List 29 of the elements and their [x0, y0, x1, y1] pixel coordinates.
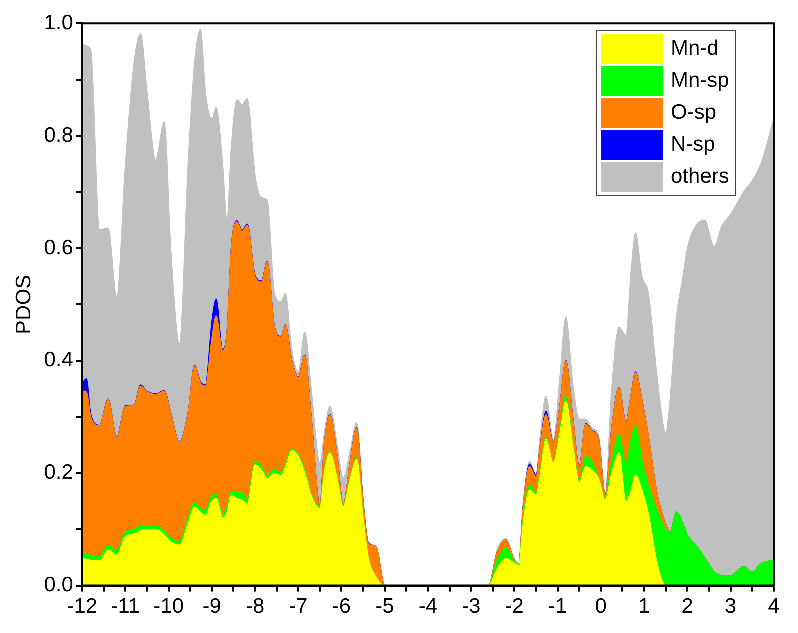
x-tick-label: -10 — [154, 595, 184, 618]
legend-label: others — [671, 164, 730, 189]
legend-label: Mn-sp — [671, 68, 730, 93]
y-tick-label: 0.4 — [44, 348, 74, 372]
y-tick-label: 0.6 — [44, 236, 74, 260]
y-tick-label: 1.0 — [44, 11, 74, 34]
x-tick-label: 4 — [768, 595, 780, 618]
legend-label: Mn-d — [671, 36, 719, 61]
x-tick-label: -1 — [548, 595, 568, 618]
x-tick-label: -7 — [289, 595, 308, 618]
legend-label: N-sp — [671, 132, 716, 157]
y-tick-label: 0.8 — [44, 124, 74, 147]
x-tick-label: -4 — [418, 595, 438, 618]
x-tick-label: -12 — [67, 595, 98, 618]
x-tick-label: -2 — [505, 595, 524, 618]
x-tick-label: -5 — [376, 595, 394, 618]
x-tick-label: 2 — [682, 595, 694, 618]
x-tick-label: -8 — [246, 595, 265, 618]
x-tick-label: -11 — [111, 595, 140, 618]
x-tick-label: 1 — [638, 595, 650, 618]
x-tick-label: -9 — [202, 595, 222, 618]
x-tick-label: -3 — [462, 595, 481, 618]
x-tick-label: 3 — [724, 595, 737, 618]
legend-label: O-sp — [671, 100, 717, 125]
y-tick-label: 0.2 — [44, 461, 74, 484]
y-tick-label: 0.0 — [44, 574, 74, 597]
y-axis-title: PDOS — [12, 274, 36, 334]
x-tick-label: -6 — [332, 595, 352, 618]
x-tick-label: 0 — [595, 595, 607, 618]
